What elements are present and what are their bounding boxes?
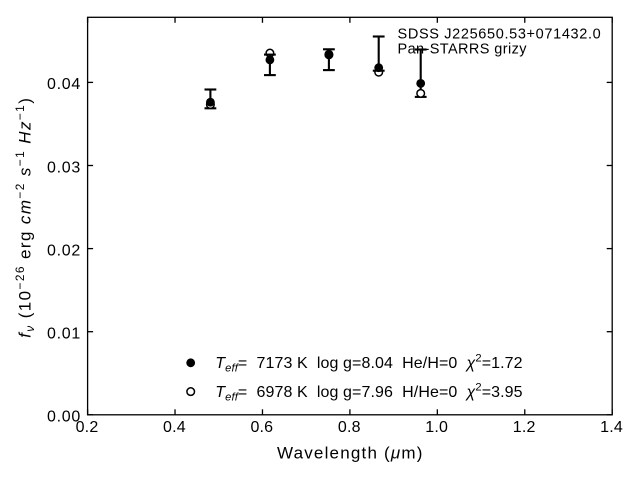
svg-text:Teff= 6978 K log g=7.96 H/H: Teff= 6978 K log g=7.96 H/He=0 χ2=3.95 <box>215 382 522 404</box>
svg-text:0.01: 0.01 <box>47 326 81 343</box>
svg-text:0.8: 0.8 <box>338 419 361 436</box>
svg-text:0.2: 0.2 <box>76 419 99 436</box>
svg-text:Pan-STARRS grizy: Pan-STARRS grizy <box>398 42 528 58</box>
svg-text:SDSS J225650.53+071432.0: SDSS J225650.53+071432.0 <box>398 27 602 43</box>
svg-text:1.4: 1.4 <box>600 419 623 436</box>
svg-text:0.00: 0.00 <box>47 409 81 426</box>
svg-text:Teff= 7173 K log g=8.04 He/: Teff= 7173 K log g=8.04 He/H=0 χ2=1.72 <box>215 353 522 375</box>
svg-text:0.4: 0.4 <box>163 419 186 436</box>
svg-text:Wavelength (μm): Wavelength (μm) <box>277 444 424 463</box>
svg-text:1.0: 1.0 <box>425 419 448 436</box>
svg-text:1.2: 1.2 <box>513 419 536 436</box>
svg-text:0.02: 0.02 <box>47 242 81 259</box>
svg-text:0.03: 0.03 <box>47 159 81 176</box>
svg-text:0.6: 0.6 <box>250 419 273 436</box>
svg-text:fν (10−26 erg cm−2 s−1 Hz−1): fν (10−26 erg cm−2 s−1 Hz−1) <box>13 97 37 338</box>
svg-text:0.04: 0.04 <box>47 76 81 93</box>
